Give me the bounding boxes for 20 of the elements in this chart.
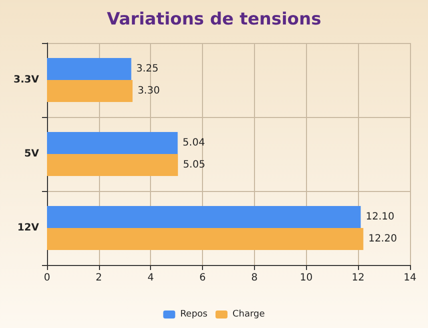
legend-label: Repos (180, 310, 208, 320)
data-label: 5.05 (182, 160, 206, 170)
data-label: 12.10 (366, 212, 394, 222)
y-tick-label: 3.3V (14, 74, 40, 86)
x-tick-label: 6 (199, 272, 206, 284)
data-label: 3.30 (138, 86, 160, 96)
y-tick-label: 5V (24, 148, 40, 160)
legend-label: Charge (232, 310, 266, 320)
x-tick-label: 0 (44, 272, 50, 284)
x-tick-label: 8 (251, 272, 258, 284)
x-tick-label: 2 (96, 272, 102, 284)
x-tick-label: 12 (352, 272, 365, 284)
x-tick-label: 10 (300, 272, 313, 284)
data-label: 3.25 (136, 64, 159, 74)
x-tick-label: 4 (148, 272, 154, 284)
data-label: 5.04 (182, 138, 205, 148)
y-tick-label: 12V (17, 222, 40, 234)
chart-title: Variations de tensions (106, 10, 322, 30)
data-label: 12.20 (368, 234, 397, 244)
x-tick-label: 14 (404, 272, 416, 284)
